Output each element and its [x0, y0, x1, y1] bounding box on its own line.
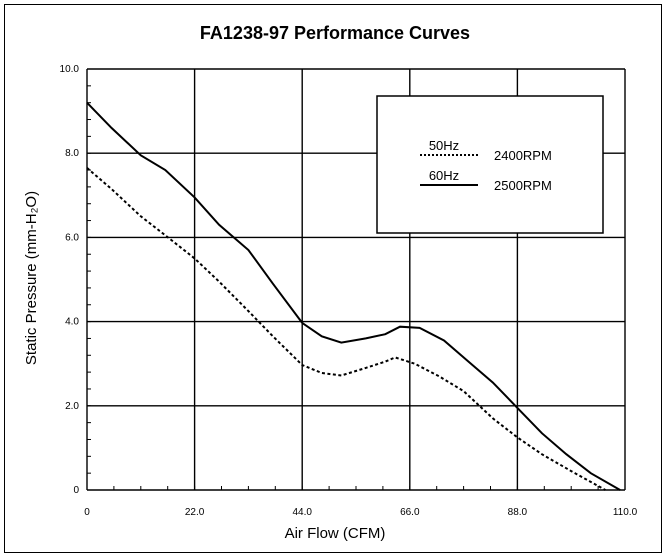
- y-axis-label: Static Pressure (mm-H₂O): [23, 191, 40, 365]
- x-tick-label: 44.0: [292, 507, 312, 518]
- legend-box: [376, 95, 604, 234]
- y-tick-label: 8.0: [65, 148, 79, 159]
- x-tick-label: 66.0: [400, 507, 420, 518]
- x-tick-label: 22.0: [185, 507, 205, 518]
- y-tick-label: 10.0: [60, 64, 80, 75]
- legend: 50Hz 2400RPM 60Hz 2500RPM: [376, 95, 604, 234]
- y-tick-label: 4.0: [65, 317, 79, 328]
- series-line-2400rpm: [86, 167, 606, 491]
- x-axis-label: Air Flow (CFM): [285, 525, 386, 542]
- legend-hz-label: 60Hz: [429, 168, 459, 183]
- legend-series-label: 2500RPM: [494, 178, 552, 193]
- series-line-2500rpm: [86, 102, 621, 491]
- chart-title: FA1238-97 Performance Curves: [200, 23, 470, 43]
- x-tick-label: 110.0: [613, 507, 638, 518]
- series-layer: [86, 102, 621, 491]
- y-tick-label: 2.0: [65, 401, 79, 412]
- x-tick-label: 0: [84, 507, 90, 518]
- y-tick-label: 0: [73, 485, 79, 496]
- x-tick-label: 88.0: [508, 507, 528, 518]
- legend-hz-label: 50Hz: [429, 138, 459, 153]
- grid-layer: 0 22.0 44.0 66.0 88.0 110.0 0 2.0 4.0 6.0 8.0 10.0: [60, 64, 638, 518]
- legend-series-label: 2400RPM: [494, 148, 552, 163]
- y-tick-label: 6.0: [65, 232, 79, 243]
